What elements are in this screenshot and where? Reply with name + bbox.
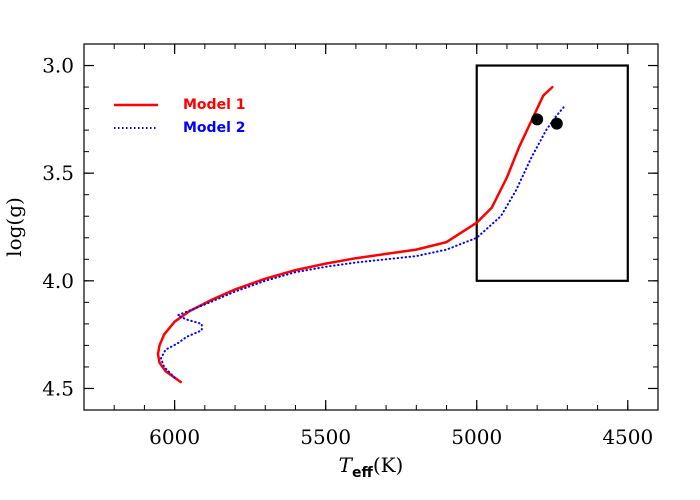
legend: Model 1 Model 2 bbox=[114, 97, 245, 136]
x-axis-label-sub: eff bbox=[352, 465, 373, 481]
minor-ticks bbox=[83, 43, 659, 411]
legend-label-model-2: Model 2 bbox=[183, 120, 245, 136]
plot-frame bbox=[83, 43, 659, 411]
x-tick-label: 5000 bbox=[451, 425, 502, 449]
major-ticks bbox=[84, 44, 658, 410]
x-tick-label: 4500 bbox=[602, 425, 653, 449]
y-axis-label: log(g) bbox=[2, 197, 26, 257]
y-tick-labels: 3.0 3.5 4.0 4.5 bbox=[42, 54, 74, 401]
series-line-model-1 bbox=[156, 85, 554, 384]
y-tick-label: 3.5 bbox=[42, 161, 74, 185]
x-tick-labels: 6000 5500 5000 4500 bbox=[149, 425, 653, 449]
legend-label-model-1: Model 1 bbox=[183, 97, 245, 113]
x-tick-label: 5500 bbox=[300, 425, 351, 449]
region-box bbox=[475, 64, 629, 282]
marker-group bbox=[531, 113, 563, 130]
x-axis-label-main: T bbox=[339, 453, 354, 477]
series-line-model-2 bbox=[160, 105, 566, 379]
data-point-marker bbox=[531, 113, 544, 126]
series-group bbox=[156, 85, 566, 384]
y-tick-label: 3.0 bbox=[42, 54, 74, 78]
data-point-marker bbox=[550, 117, 563, 130]
x-tick-label: 6000 bbox=[149, 425, 200, 449]
x-axis-label-unit: (K) bbox=[373, 453, 404, 477]
x-axis-label: Teff(K) bbox=[339, 453, 404, 481]
y-tick-label: 4.0 bbox=[42, 269, 74, 293]
y-tick-label: 4.5 bbox=[42, 376, 74, 400]
